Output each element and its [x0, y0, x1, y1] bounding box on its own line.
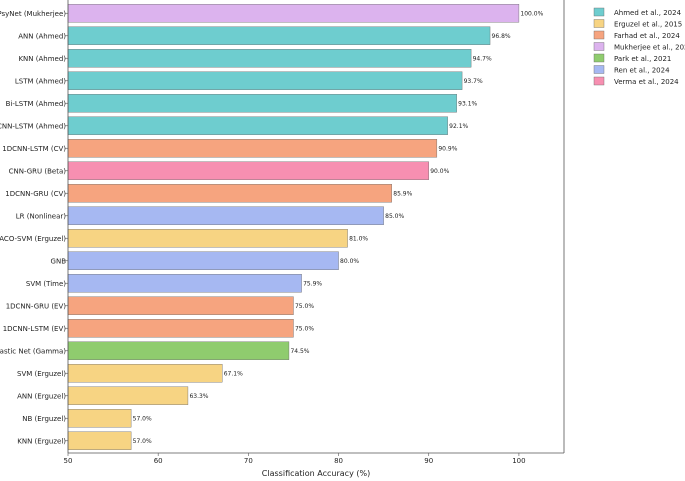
bar-1dcnn-gru-ev: [67, 296, 294, 315]
legend-label-park-et-al-2021: Park et al., 2021: [614, 55, 671, 63]
bar-ann-erguzel: [67, 386, 189, 405]
category-label-gnb: GNB: [51, 257, 67, 265]
category-label-1dcnn-lstm-cv: 1DCNN-LSTM (CV): [2, 145, 66, 153]
bar-lstm-ahmed: [67, 71, 463, 90]
value-label-1dcnn-lstm-cv: 90.9%: [438, 145, 457, 152]
x-axis-title: Classification Accuracy (%): [262, 469, 370, 478]
legend-label-ren-et-al-2024: Ren et al., 2024: [614, 67, 670, 75]
category-label-bi-lstm-ahmed: Bi-LSTM (Ahmed): [6, 100, 67, 108]
x-tick-label-90: 90: [424, 457, 433, 465]
bar-1dcnn-lstm-cv: [67, 139, 438, 158]
bar-ann-ahmed: [67, 26, 491, 45]
x-tick-label-60: 60: [154, 457, 163, 465]
category-label-svm-erguzel: SVM (Erguzel): [17, 370, 66, 378]
category-label-svm-time: SVM (Time): [26, 280, 66, 288]
category-label-lr-nonlinear: LR (Nonlinear): [16, 212, 66, 220]
legend-swatch-ahmed-et-al-2024: [593, 7, 605, 17]
value-label-knn-erguzel: 57.0%: [133, 438, 152, 445]
category-label-1dcnn-gru-ev: 1DCNN-GRU (EV): [6, 302, 67, 310]
category-label-elastic-net-gamma: Elastic Net (Gamma): [0, 347, 66, 355]
category-label-iaco-svm-erguzel: IACO-SVM (Erguzel): [0, 235, 66, 243]
legend-label-farhad-et-al-2024: Farhad et al., 2024: [614, 32, 680, 40]
category-label-knn-erguzel: KNN (Erguzel): [17, 437, 66, 445]
legend-swatch-ren-et-al-2024: [593, 65, 605, 74]
bar-knn-ahmed: [67, 49, 472, 68]
value-label-1dcnn-gru-ev: 75.0%: [295, 303, 314, 310]
category-label-1dcnn-lstm-ev: 1DCNN-LSTM (EV): [3, 325, 67, 333]
axes: [67, 0, 565, 454]
bar-1dcnn-gru-cv: [67, 184, 392, 203]
x-ticks: 50 60 70 80 90 100: [64, 453, 526, 465]
value-label-1dcnn-lstm-ev: 75.0%: [295, 325, 314, 332]
bar-gnb: [67, 251, 339, 270]
legend-swatch-mukherjee-et-al-2024: [593, 42, 605, 51]
value-label-ann-erguzel: 63.3%: [189, 393, 208, 400]
bar-1dcnn-lstm-ev: [67, 319, 294, 338]
legend-label-ahmed-et-al-2024: Ahmed et al., 2024: [614, 9, 682, 17]
legend-label-erguzel-et-al-2015: Erguzel et al., 2015: [614, 21, 682, 29]
value-label-lr-nonlinear: 85.0%: [385, 213, 404, 220]
legend-swatch-park-et-al-2021: [593, 53, 605, 63]
value-label-iaco-svm-erguzel: 81.0%: [349, 235, 368, 242]
bar-knn-erguzel: [67, 431, 132, 450]
category-label-ann-erguzel: ANN (Erguzel): [17, 392, 66, 400]
bar-cnn-gru-beta: [67, 161, 429, 180]
value-label-gnb: 80.0%: [340, 258, 359, 265]
x-tick-label-100: 100: [512, 457, 525, 465]
category-label-cnn-lstm-ahmed: CNN-LSTM (Ahmed): [0, 122, 66, 130]
value-label-1dcnn-gru-cv: 85.9%: [393, 190, 412, 197]
value-label-svm-erguzel: 67.1%: [224, 370, 243, 377]
bar-psynet-mukherjee: [67, 4, 520, 23]
legend-swatch-erguzel-et-al-2015: [593, 19, 605, 28]
value-label-cnn-gru-beta: 90.0%: [430, 168, 449, 175]
bar-cnn-lstm-ahmed: [67, 116, 448, 135]
value-label-ann-ahmed: 96.8%: [492, 33, 511, 40]
x-tick-label-70: 70: [244, 457, 253, 465]
x-tick-label-50: 50: [64, 457, 73, 465]
x-tick-label-80: 80: [334, 457, 343, 465]
bar-bi-lstm-ahmed: [67, 94, 457, 113]
category-label-cnn-gru-beta: CNN-GRU (Beta): [9, 167, 67, 175]
category-label-knn-ahmed: KNN (Ahmed): [18, 55, 66, 63]
category-label-1dcnn-gru-cv: 1DCNN-GRU (CV): [5, 190, 66, 198]
legend-swatch-verma-et-al-2024: [593, 76, 605, 86]
value-label-psynet-mukherjee: 100.0%: [520, 10, 543, 17]
bar-lr-nonlinear: [67, 206, 384, 225]
value-label-svm-time: 75.9%: [303, 280, 322, 287]
bar-elastic-net-gamma: [67, 341, 290, 360]
category-label-ann-ahmed: ANN (Ahmed): [18, 32, 66, 40]
bar-iaco-svm-erguzel: [67, 229, 348, 248]
legend-label-verma-et-al-2024: Verma et al., 2024: [614, 78, 679, 86]
bar-nb-erguzel: [67, 409, 132, 428]
value-label-lstm-ahmed: 93.7%: [464, 78, 483, 85]
category-label-psynet-mukherjee: PsyNet (Mukherjee): [0, 10, 66, 18]
value-label-knn-ahmed: 94.7%: [473, 55, 492, 62]
bar-svm-erguzel: [67, 364, 223, 383]
legend: Ahmed et al., 2024 Erguzel et al., 2015 Fa…: [593, 7, 685, 86]
category-label-nb-erguzel: NB (Erguzel): [22, 415, 66, 423]
value-label-bi-lstm-ahmed: 93.1%: [458, 100, 477, 107]
bar-svm-time: [67, 274, 302, 293]
category-label-lstm-ahmed: LSTM (Ahmed): [15, 77, 66, 85]
bars-layer: PsyNet (Mukherjee) 100.0% ANN (Ahmed) 96.8%…: [0, 4, 544, 450]
legend-label-mukherjee-et-al-2024: Mukherjee et al., 2024: [614, 44, 685, 52]
legend-swatch-farhad-et-al-2024: [593, 30, 605, 40]
value-label-elastic-net-gamma: 74.5%: [290, 348, 309, 355]
value-label-cnn-lstm-ahmed: 92.1%: [449, 123, 468, 130]
value-label-nb-erguzel: 57.0%: [133, 415, 152, 422]
